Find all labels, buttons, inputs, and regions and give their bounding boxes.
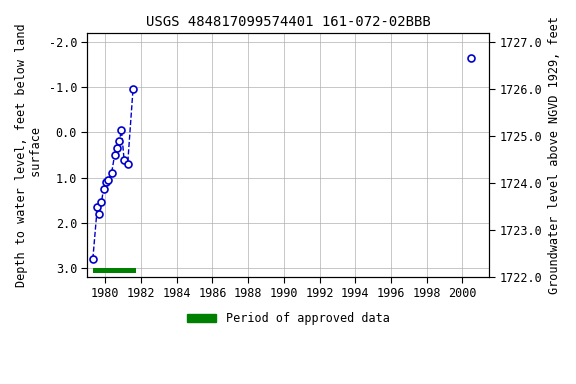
Y-axis label: Depth to water level, feet below land
 surface: Depth to water level, feet below land su… bbox=[15, 23, 43, 287]
Bar bbox=[93, 268, 136, 273]
Y-axis label: Groundwater level above NGVD 1929, feet: Groundwater level above NGVD 1929, feet bbox=[548, 16, 561, 294]
Title: USGS 484817099574401 161-072-02BBB: USGS 484817099574401 161-072-02BBB bbox=[146, 15, 431, 29]
Legend: Period of approved data: Period of approved data bbox=[182, 307, 395, 330]
